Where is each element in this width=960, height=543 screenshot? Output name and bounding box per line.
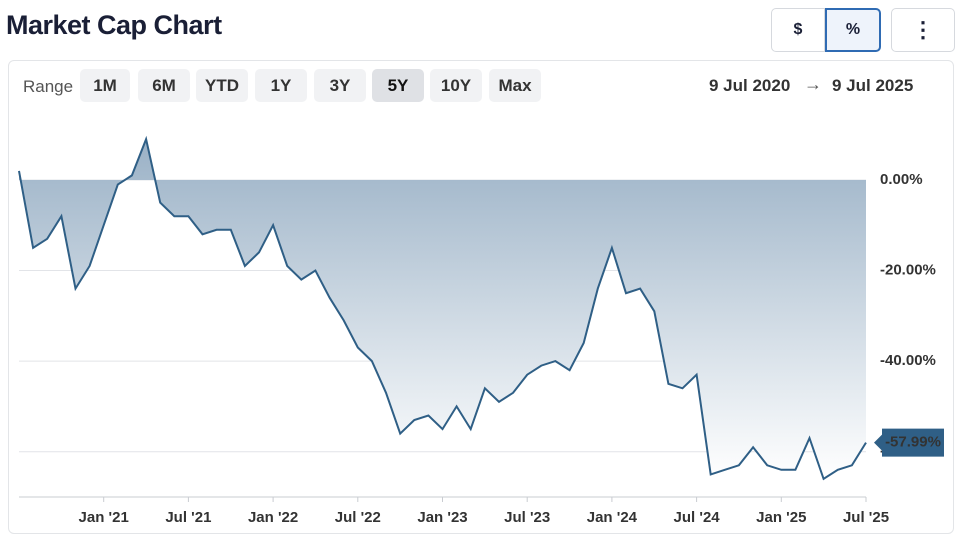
x-tick-label: Jan '24 bbox=[587, 509, 638, 526]
arrow-icon: → bbox=[804, 74, 822, 94]
date-to: 9 Jul 2025 bbox=[832, 76, 914, 95]
y-tick-label: -40.00% bbox=[880, 352, 936, 369]
date-from: 9 Jul 2020 bbox=[709, 76, 791, 95]
range-button[interactable]: YTD bbox=[196, 69, 248, 102]
chart-panel bbox=[8, 60, 954, 534]
x-tick-label: Jan '21 bbox=[79, 509, 129, 526]
unit-button[interactable]: % bbox=[825, 8, 881, 52]
x-tick-label: Jan '22 bbox=[248, 509, 298, 526]
x-tick-label: Jan '25 bbox=[756, 509, 806, 526]
line bbox=[18, 135, 867, 481]
y-tick-label: 0.00% bbox=[880, 171, 923, 188]
range-button[interactable]: Max bbox=[489, 69, 541, 102]
range-label: Range bbox=[23, 77, 74, 96]
menu-button[interactable]: ⋮ bbox=[891, 8, 955, 52]
range-button[interactable]: 6M bbox=[138, 69, 190, 102]
unit-button[interactable]: $ bbox=[771, 8, 825, 52]
x-tick-label: Jul '22 bbox=[335, 509, 381, 526]
x-tick-label: Jan '23 bbox=[417, 509, 467, 526]
y-tick-label: -20.00% bbox=[880, 261, 936, 278]
value-label: -57.99% bbox=[885, 434, 941, 451]
x-tick-label: Jul '24 bbox=[674, 509, 721, 526]
page-title: Market Cap Chart bbox=[6, 10, 222, 40]
x-tick-label: Jul '25 bbox=[843, 509, 889, 526]
range-button[interactable]: 10Y bbox=[430, 69, 482, 102]
x-tick-label: Jul '23 bbox=[504, 509, 550, 526]
x-tick-label: Jul '21 bbox=[165, 509, 211, 526]
range-button[interactable]: 1Y bbox=[255, 69, 307, 102]
range-button[interactable]: 5Y bbox=[372, 69, 424, 102]
range-button[interactable]: 3Y bbox=[314, 69, 366, 102]
value-badge bbox=[874, 428, 944, 457]
area bbox=[19, 139, 866, 479]
range-button[interactable]: 1M bbox=[80, 69, 130, 102]
